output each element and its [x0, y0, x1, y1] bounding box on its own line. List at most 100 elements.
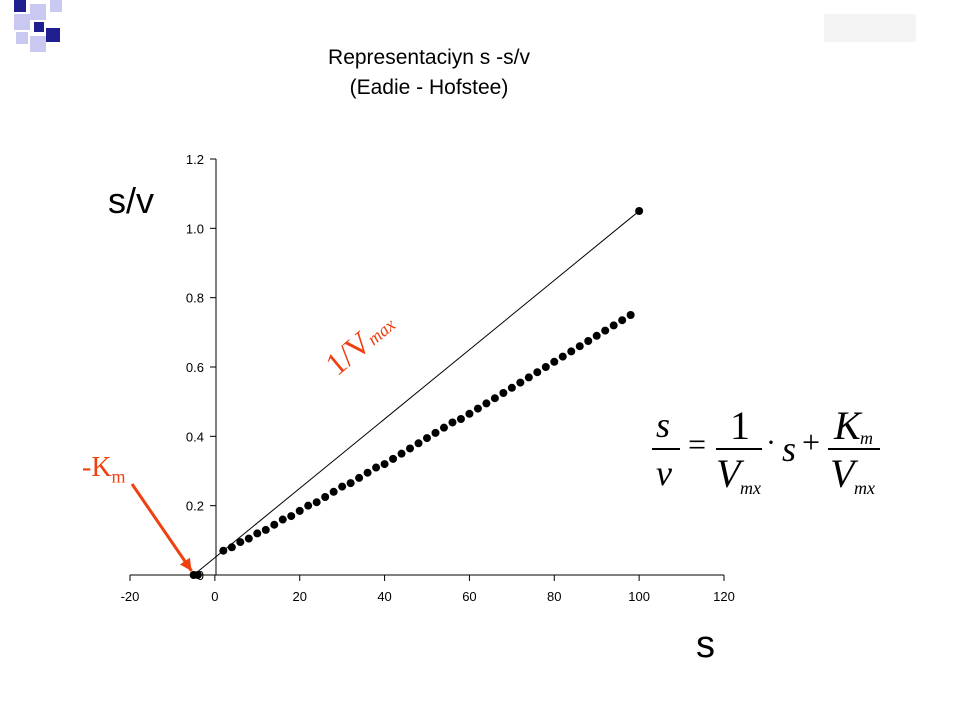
data-point [635, 207, 644, 215]
eq-t2-den: V [830, 451, 855, 496]
x-tick-label: 60 [462, 589, 476, 604]
eq-t1-num: 1 [730, 403, 750, 448]
data-point [507, 383, 516, 392]
eq-lhs-num: s [656, 405, 671, 445]
decor-square [30, 4, 46, 20]
data-point [626, 311, 635, 319]
intercept-annotation-text: -K [82, 452, 112, 483]
data-point [253, 529, 262, 538]
eq-t2-den-sub: mx [854, 478, 875, 498]
decor-square [14, 14, 30, 30]
y-tick-label: 1.0 [186, 221, 204, 236]
eq-plus: + [802, 424, 821, 460]
data-point [618, 316, 627, 325]
chart-title-line1: Representaciyn s -s/v [328, 46, 530, 69]
x-tick-label: 0 [211, 589, 218, 604]
decor-square [30, 36, 46, 52]
data-point [406, 444, 415, 453]
eq-lhs-den: v [656, 453, 672, 493]
data-point [541, 363, 550, 371]
y-tick-label: 0.6 [186, 360, 204, 375]
chart-title-line2: (Eadie - Hofstee) [349, 76, 509, 99]
eq-fraction-bar [828, 448, 880, 450]
decor-square [16, 32, 28, 44]
eadie-hofstee-equation: s v = 1 V mx · s + K m V mx [650, 400, 890, 510]
data-point [321, 493, 330, 501]
data-point [295, 506, 304, 515]
data-point [236, 538, 245, 547]
data-point [533, 368, 542, 377]
decor-panel [824, 14, 916, 42]
eq-fraction-bar [716, 448, 762, 450]
eq-fraction-bar [652, 448, 680, 450]
data-point [219, 546, 228, 555]
decor-square [46, 28, 60, 42]
data-point [329, 487, 338, 496]
data-point [465, 409, 474, 418]
decor-square [34, 22, 44, 32]
data-point [423, 434, 431, 443]
x-tick-label: -20 [121, 589, 140, 604]
data-point [380, 460, 389, 469]
data-point [448, 418, 457, 427]
data-point [270, 520, 279, 529]
data-point [592, 331, 601, 340]
data-point [227, 543, 236, 552]
data-point [456, 415, 465, 423]
intercept-annotation-sub: m [111, 466, 126, 487]
km-arrow-head [179, 557, 192, 571]
data-point [363, 468, 372, 477]
data-point [312, 498, 321, 507]
decor-square [50, 0, 62, 12]
data-point [193, 571, 202, 579]
data-point [414, 439, 423, 448]
data-point [584, 337, 593, 345]
data-point [567, 347, 576, 356]
data-point [439, 423, 448, 432]
data-point [397, 449, 406, 458]
y-tick-label: 0.4 [186, 429, 204, 444]
y-axis-label: s/v [108, 180, 155, 221]
data-point [609, 321, 618, 330]
eq-s: s [782, 429, 797, 469]
data-point [389, 454, 398, 463]
fit-line [193, 210, 640, 576]
data-point [550, 357, 559, 366]
data-point [473, 404, 482, 413]
data-point [346, 479, 355, 488]
data-point [278, 515, 287, 524]
data-point [499, 389, 508, 397]
data-point [575, 342, 584, 351]
y-tick-label: 0.2 [186, 499, 204, 514]
data-point [482, 399, 491, 408]
data-point [372, 463, 381, 472]
x-tick-label: 80 [547, 589, 561, 604]
data-point [355, 473, 364, 482]
eq-t1-den-sub: mx [740, 478, 761, 498]
eq-dot: · [766, 426, 776, 459]
intercept-annotation: -Km [82, 452, 126, 488]
eq-t1-den: V [716, 451, 741, 496]
y-tick-label: 1.2 [186, 152, 204, 167]
data-point [304, 501, 313, 510]
data-point [431, 428, 440, 437]
data-point [261, 525, 270, 534]
x-tick-label: 20 [292, 589, 306, 604]
km-arrow-shaft [130, 483, 193, 572]
data-point [601, 326, 610, 335]
data-point [244, 534, 253, 543]
decor-square [14, 0, 26, 12]
data-point [490, 394, 499, 403]
x-tick-label: 40 [377, 589, 391, 604]
y-tick-label: 0.8 [186, 291, 204, 306]
x-tick-label: 100 [628, 589, 650, 604]
eq-equals: = [688, 426, 707, 462]
data-point [558, 352, 567, 361]
data-point [287, 512, 296, 521]
data-point [338, 482, 347, 491]
eq-t2-num-sub: m [860, 428, 873, 448]
x-tick-label: 120 [713, 589, 735, 604]
eq-t2-num: K [834, 403, 861, 448]
data-point [524, 373, 533, 382]
